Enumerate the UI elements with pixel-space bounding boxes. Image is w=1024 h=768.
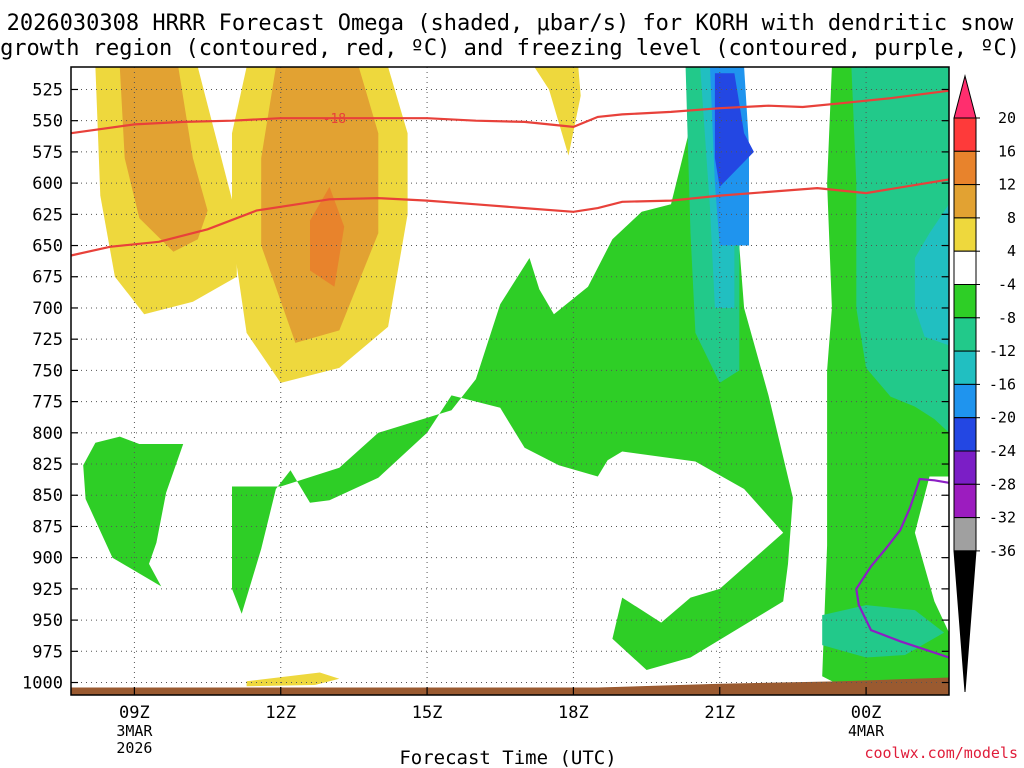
y-tick-label-950: 950 <box>32 611 63 631</box>
omega-region-14 <box>914 204 949 346</box>
y-tick-label-625: 625 <box>32 205 63 225</box>
contour-lines: -18 <box>70 89 950 659</box>
title-line-2: growth region (contoured, red, ºC) and f… <box>0 36 1020 61</box>
omega-region-4 <box>310 186 345 287</box>
colorbar-segment-4 <box>953 217 977 252</box>
x-date-label-3MAR: 3MAR <box>116 722 153 740</box>
colorbar-label-20: 20 <box>998 109 1016 127</box>
x-tick-label-15Z: 15Z <box>412 703 443 723</box>
colorbar-segment-11 <box>953 450 977 485</box>
colorbar-segment-2 <box>953 150 977 186</box>
colorbar-segment-9 <box>953 383 977 419</box>
colorbar-segment-1 <box>953 117 977 152</box>
colorbar-label-8: 8 <box>1007 209 1016 227</box>
omega-region-16 <box>714 73 754 187</box>
colorbar-segment-8 <box>953 350 977 385</box>
colorbar-segment-3 <box>953 184 977 219</box>
terrain-fill <box>71 677 949 695</box>
omega-region-1 <box>119 67 208 252</box>
y-tick-label-550: 550 <box>32 112 63 132</box>
x-tick-label-09Z: 09Z <box>119 703 150 723</box>
y-tick-label-725: 725 <box>32 330 63 350</box>
colorbar-label--8: -8 <box>998 309 1016 327</box>
x-tick-label-12Z: 12Z <box>265 703 296 723</box>
colorbar-label--36: -36 <box>989 542 1016 560</box>
omega-region-12 <box>822 605 945 658</box>
dsg-isotherm-12c <box>70 178 950 257</box>
colorbar-label-4: 4 <box>1007 242 1016 260</box>
y-tick-label-975: 975 <box>32 642 63 662</box>
credit-text: coolwx.com/models <box>864 744 1018 762</box>
y-tick-label-700: 700 <box>32 299 63 319</box>
y-tick-label-775: 775 <box>32 393 63 413</box>
omega-region-11 <box>851 67 949 433</box>
omega-shading <box>83 67 949 687</box>
x-axis-title: Forecast Time (UTC) <box>399 747 616 768</box>
colorbar-top-triangle <box>953 74 977 119</box>
y-tick-label-800: 800 <box>32 424 63 444</box>
freezing-level-contour <box>855 477 950 659</box>
colorbar-segment-6 <box>953 284 977 319</box>
y-tick-label-900: 900 <box>32 549 63 569</box>
colorbar: 20 16 12 8 4 -4 -8 -12 -16 -20 -24 -28 -32 -36 <box>953 74 1016 693</box>
colorbar-label--4: -4 <box>998 276 1016 294</box>
omega-region-7 <box>83 436 184 587</box>
y-tick-label-825: 825 <box>32 455 63 475</box>
x-tick-label-18Z: 18Z <box>558 703 589 723</box>
colorbar-label-16: 16 <box>998 142 1016 160</box>
x-date-label-4MAR: 4MAR <box>848 722 885 740</box>
colorbar-label--32: -32 <box>989 509 1016 527</box>
colorbar-label--16: -16 <box>989 375 1016 393</box>
colorbar-segment-13 <box>953 517 977 552</box>
y-tick-label-575: 575 <box>32 143 63 163</box>
colorbar-label--12: -12 <box>989 342 1016 360</box>
y-tick-label-850: 850 <box>32 486 63 506</box>
plot-frame <box>70 66 950 696</box>
y-tick-label-650: 650 <box>32 237 63 257</box>
terrain-layer <box>71 677 949 695</box>
omega-region-8 <box>232 67 793 670</box>
chart-title: 2026030308 HRRR Forecast Omega (shaded, … <box>0 11 1020 61</box>
colorbar-segment-12 <box>953 483 977 519</box>
colorbar-bottom-triangle <box>953 550 977 693</box>
x-tick-label-00Z: 00Z <box>851 703 882 723</box>
y-tick-label-600: 600 <box>32 174 63 194</box>
y-tick-label-875: 875 <box>32 517 63 537</box>
x-date-label-2026: 2026 <box>116 739 152 757</box>
title-line-1: 2026030308 HRRR Forecast Omega (shaded, … <box>7 11 1014 36</box>
omega-region-5 <box>534 67 581 156</box>
colorbar-segment-7 <box>953 317 977 352</box>
dsg-isotherm-label: -18 <box>323 112 346 127</box>
x-tick-label-21Z: 21Z <box>704 703 735 723</box>
dsg-isotherm-18c <box>70 89 950 135</box>
y-tick-label-675: 675 <box>32 268 63 288</box>
y-tick-label-525: 525 <box>32 80 63 100</box>
colorbar-segment-10 <box>953 417 977 452</box>
y-axis: 525 550 575 600 625 650 675 700 725 750 775 800 825 8… <box>22 80 949 694</box>
colorbar-label--24: -24 <box>989 442 1016 460</box>
y-tick-label-925: 925 <box>32 580 63 600</box>
colorbar-label-12: 12 <box>998 176 1016 194</box>
colorbar-segment-5 <box>953 250 977 285</box>
y-tick-label-750: 750 <box>32 361 63 381</box>
y-tick-label-1000: 1000 <box>22 674 63 694</box>
colorbar-label--28: -28 <box>989 475 1016 493</box>
colorbar-label--20: -20 <box>989 409 1016 427</box>
